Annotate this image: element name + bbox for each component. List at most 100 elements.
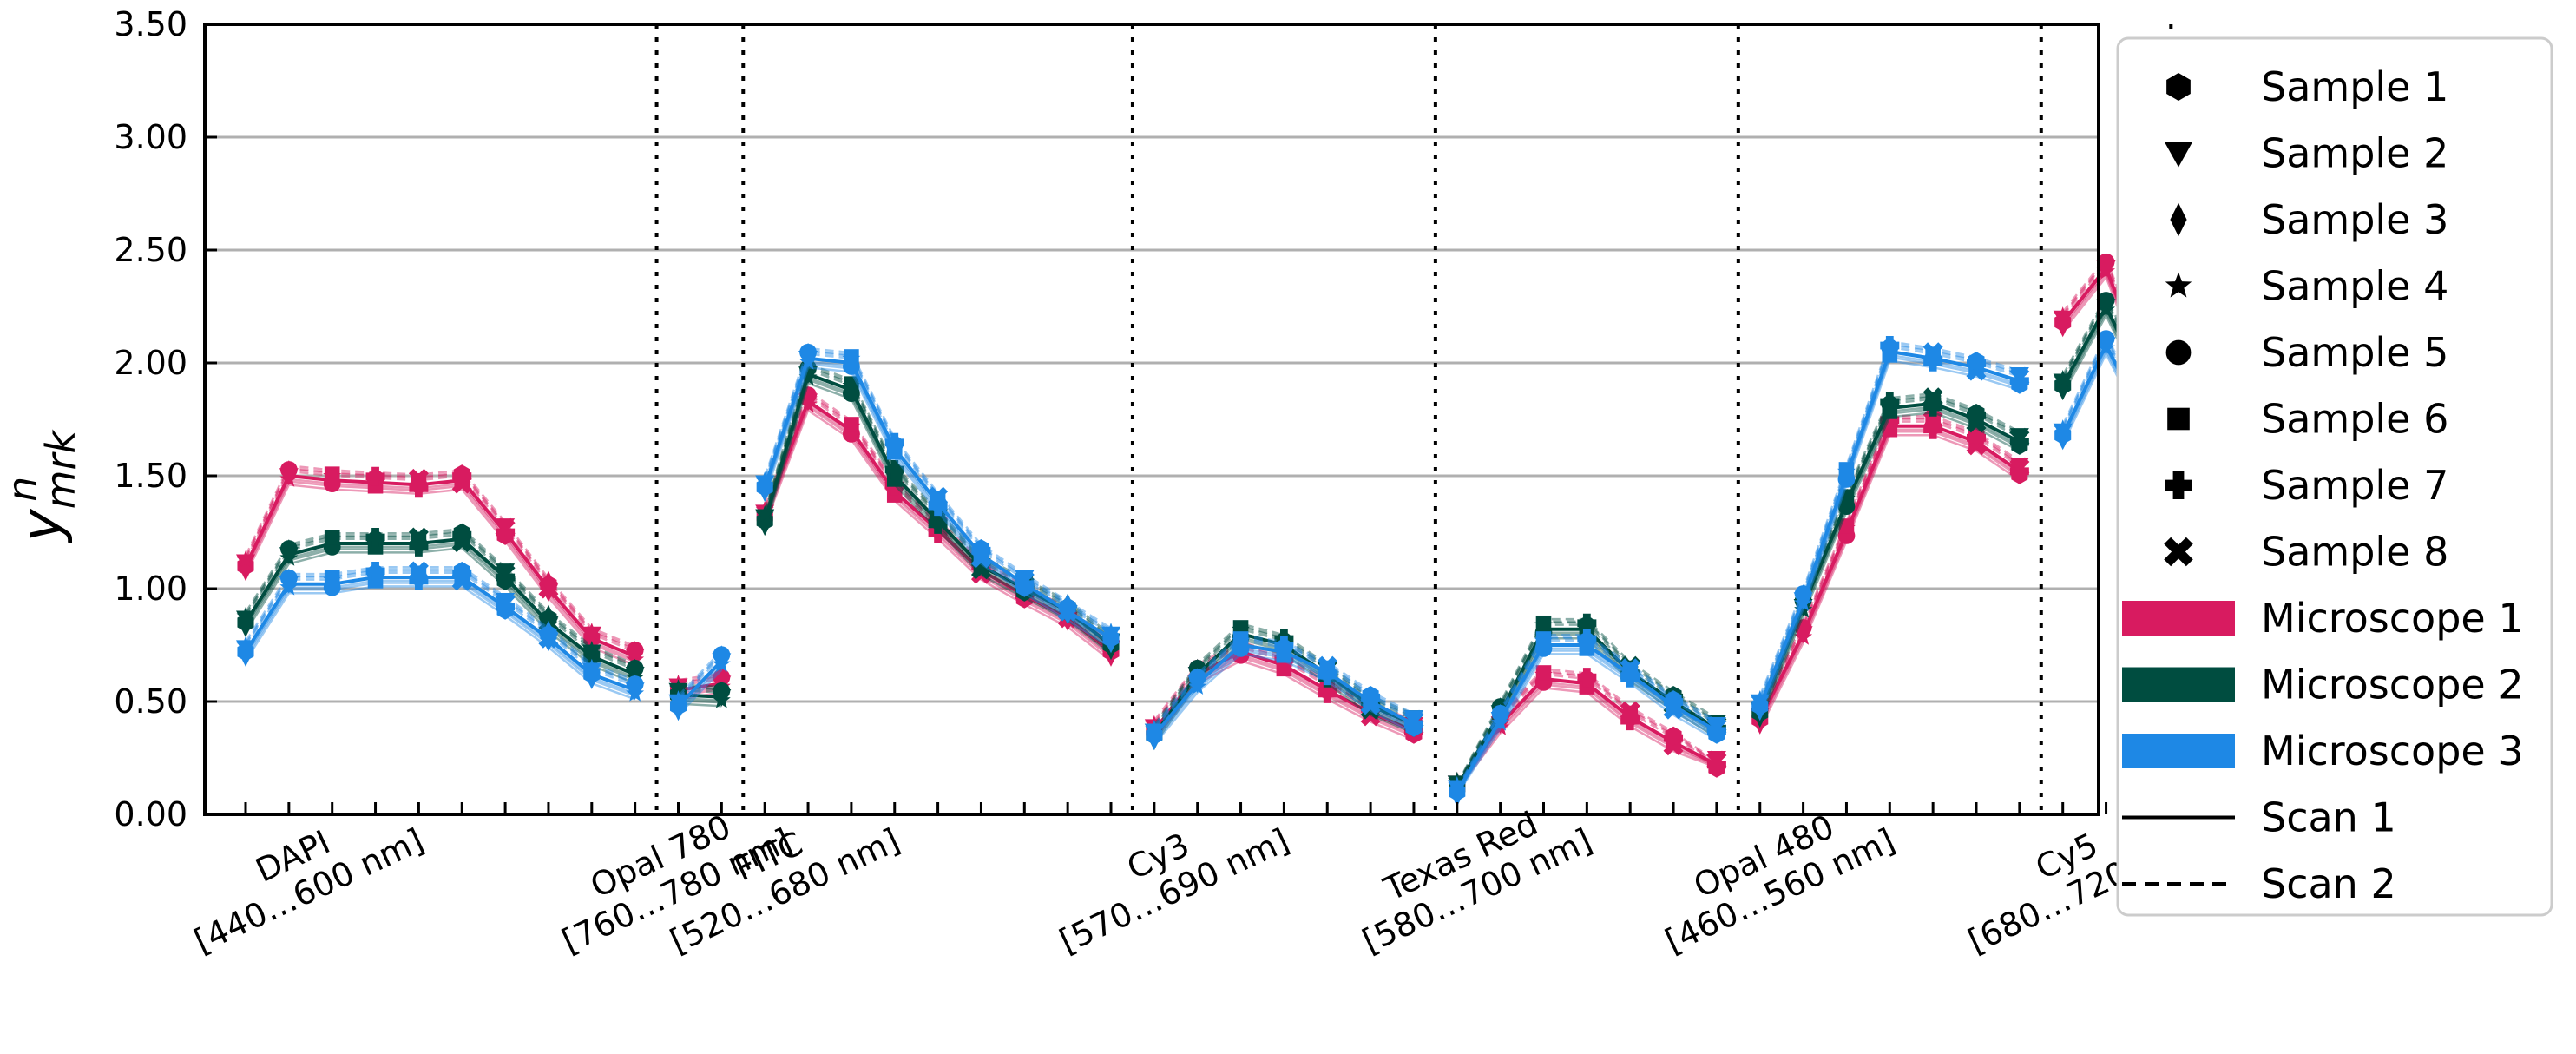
data-point [2097, 253, 2115, 271]
series-line [1758, 433, 2021, 729]
data-point [236, 550, 255, 568]
series-line [244, 530, 636, 669]
legend-entry-label: Sample 2 [2261, 130, 2448, 177]
data-point [582, 658, 601, 676]
hexagon-icon [2166, 73, 2191, 101]
legend-entry-label: Scan 1 [2261, 794, 2396, 841]
data-point [279, 461, 298, 478]
series-line [1758, 414, 2021, 710]
legend-entry-label: Sample 5 [2261, 329, 2448, 376]
data-point [279, 569, 298, 587]
data-point [1794, 585, 1812, 603]
data-point [365, 466, 385, 486]
data-point [1317, 655, 1337, 676]
data-point [1491, 704, 1509, 722]
series-line [244, 527, 636, 666]
data-point [669, 690, 687, 708]
data-point [1880, 335, 1900, 355]
series-line [244, 537, 636, 676]
data-point [972, 538, 989, 558]
series-line [1758, 420, 2021, 716]
data-point [408, 527, 429, 548]
data-point [453, 523, 470, 543]
data-point [1577, 613, 1597, 633]
y-tick-label: 3.50 [114, 5, 187, 43]
data-point [713, 682, 731, 700]
series-line [244, 464, 636, 648]
series-line [244, 530, 636, 668]
data-point [582, 623, 601, 641]
data-point [1232, 631, 1249, 647]
data-point [1145, 719, 1164, 737]
data-point [669, 679, 687, 697]
series-line [244, 473, 636, 658]
data-point [2009, 366, 2029, 385]
data-point [755, 471, 774, 489]
data-point [409, 570, 429, 590]
data-point [324, 530, 340, 545]
data-point [713, 669, 731, 687]
data-point [1015, 570, 1035, 588]
legend-entry-label: Sample 6 [2261, 396, 2448, 443]
data-point [408, 468, 429, 489]
data-point [1922, 387, 1943, 408]
data-point [713, 646, 731, 664]
y-tick-label: 0.50 [114, 682, 187, 721]
data-point [1880, 410, 1900, 430]
data-point [408, 561, 429, 582]
series-microscope-1 [236, 252, 2159, 802]
series-line [764, 362, 1112, 636]
data-point [755, 504, 774, 523]
data-point [1838, 462, 1855, 478]
data-point [1188, 669, 1206, 687]
data-point [1665, 690, 1682, 710]
legend-entry-label: Sample 3 [2261, 196, 2448, 243]
data-point [844, 349, 859, 365]
data-point [1620, 658, 1640, 679]
triangle-down-icon [2165, 142, 2192, 168]
data-point [1706, 750, 1726, 768]
series-line [244, 533, 636, 671]
data-point [2054, 306, 2073, 325]
data-point [1577, 629, 1597, 649]
data-point [1923, 419, 1943, 439]
data-point [324, 570, 340, 586]
legend-entry-label: Scan 2 [2261, 860, 2396, 907]
data-point [884, 459, 904, 479]
plus-filled-icon [2165, 471, 2193, 499]
data-point [542, 620, 555, 644]
data-point [759, 512, 771, 537]
y-axis-label: ymrkn [0, 429, 84, 544]
y-tick-label: 2.00 [114, 344, 187, 382]
series-line [1758, 417, 2021, 713]
data-point [1403, 710, 1423, 728]
data-point [1620, 701, 1640, 721]
series-line [1758, 408, 2021, 719]
plot-frame [203, 23, 2100, 816]
thin-diamond-icon [2170, 202, 2187, 237]
data-point [586, 666, 598, 689]
data-point [496, 563, 516, 581]
data-point [1922, 342, 1943, 363]
series-line [244, 470, 636, 653]
circle-icon [2165, 339, 2192, 366]
data-point [1620, 711, 1640, 731]
x-filled-icon [2164, 537, 2193, 567]
data-point [844, 376, 859, 392]
data-point [1968, 403, 1985, 423]
data-point [1794, 619, 1812, 636]
y-tick-label: 0.00 [114, 795, 187, 833]
series-line [677, 652, 723, 699]
data-point [1535, 615, 1552, 631]
data-point [799, 343, 817, 361]
series-line [764, 365, 1112, 638]
data-point [1318, 666, 1337, 686]
data-point [2097, 330, 2115, 348]
star-icon [2165, 272, 2192, 298]
series-microscope-2 [236, 291, 2159, 802]
series-line [764, 366, 1112, 640]
legend-entry-label: Sample 8 [2261, 529, 2448, 576]
series-line [244, 541, 636, 679]
data-point [1274, 636, 1294, 655]
data-point [496, 592, 516, 610]
